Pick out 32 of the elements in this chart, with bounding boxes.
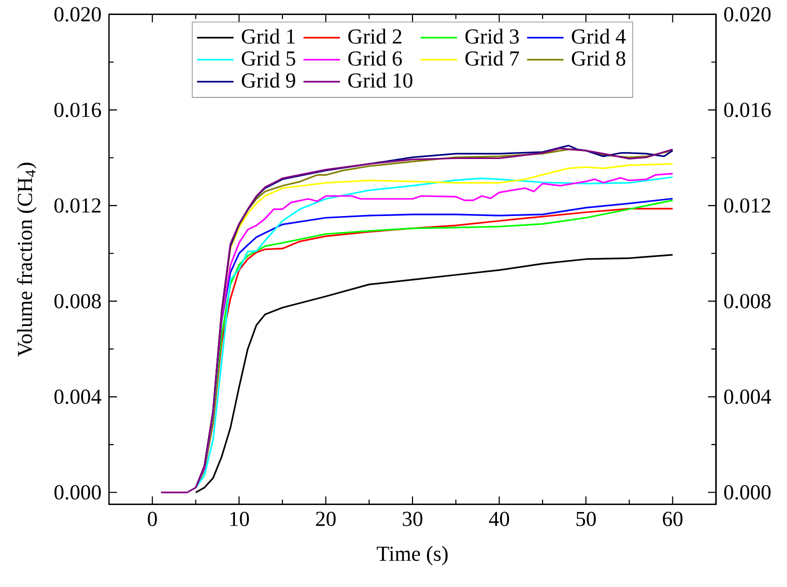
- y2-tick-label: 0.016: [724, 102, 771, 118]
- x-axis-title: Time (s): [376, 546, 448, 566]
- x-tick-label: 0: [148, 512, 157, 526]
- y2-tick-label: 0.008: [724, 294, 771, 308]
- y-tick-label: 0.000: [54, 484, 101, 500]
- legend-label: Grid 9: [242, 72, 296, 88]
- line-series: [194, 254, 674, 494]
- y-tick-label: 0.020: [54, 6, 101, 22]
- x-tick-label: 50: [576, 512, 596, 526]
- y2-tick-label: 0.020: [724, 6, 771, 22]
- legend-label: Grid 10: [348, 72, 412, 88]
- legend-label: Grid 7: [465, 50, 519, 66]
- x-tick-label: 40: [488, 512, 510, 526]
- legend-label: Grid 4: [572, 28, 626, 44]
- legend-label: Grid 5: [242, 50, 296, 66]
- legend-label: Grid 8: [572, 50, 626, 66]
- legend-label: Grid 3: [465, 28, 519, 44]
- legend-label: Grid 1: [242, 28, 295, 44]
- y-tick-label: 0.008: [54, 294, 101, 308]
- y2-tick-label: 0.004: [724, 389, 772, 404]
- y-tick-label: 0.004: [54, 389, 102, 404]
- legend-label: Grid 6: [348, 50, 402, 66]
- x-tick-label: 60: [662, 512, 682, 526]
- x-tick-label: 20: [316, 512, 336, 526]
- x-tick-label: 10: [230, 512, 249, 526]
- y-axis-title: Volume fraction (CH$_{4}$): [16, 162, 36, 356]
- y-tick-label: 0.016: [54, 102, 101, 118]
- x-tick-label: 30: [402, 512, 422, 526]
- y2-tick-label: 0.000: [724, 484, 771, 500]
- legend-label: Grid 2: [348, 28, 402, 44]
- y2-tick-label: 0.012: [724, 198, 770, 213]
- y-tick-label: 0.012: [54, 198, 100, 213]
